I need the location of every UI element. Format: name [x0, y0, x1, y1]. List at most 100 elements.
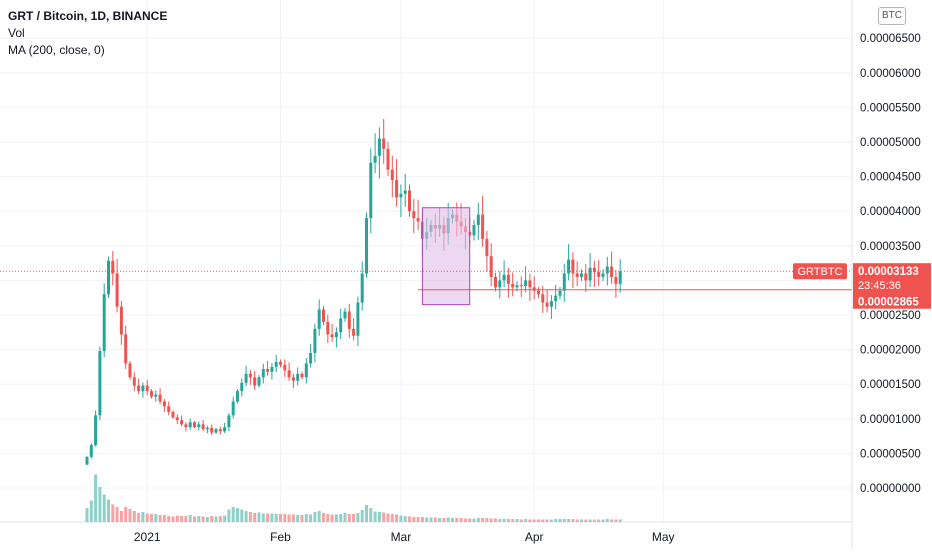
candle-body: [193, 422, 196, 428]
candle-body: [498, 280, 502, 288]
candle-body: [296, 373, 300, 381]
price-tick-label: 0.00003500: [860, 241, 921, 253]
volume-bar: [231, 507, 235, 522]
candle-body: [365, 218, 368, 274]
volume-bar: [253, 513, 257, 522]
volume-bar: [334, 514, 338, 522]
volume-bar: [373, 511, 377, 522]
volume-bar: [291, 514, 295, 522]
volume-bar: [304, 514, 308, 522]
volume-bar: [154, 514, 158, 522]
volume-bar: [463, 518, 467, 522]
volume-bar: [322, 513, 325, 522]
candle-body: [317, 309, 321, 329]
volume-bar: [558, 519, 562, 522]
volume-bar: [111, 504, 115, 522]
price-tick-label: 0.00006000: [860, 68, 921, 80]
volume-bar: [605, 519, 609, 522]
candles: [85, 118, 622, 466]
volume-bar: [124, 507, 128, 522]
volume-bar: [485, 518, 489, 522]
price-axis[interactable]: 0.00000000 0.00000500 0.00001000 0.00001500…: [860, 33, 921, 495]
candle-body: [382, 138, 386, 149]
candle-body: [132, 377, 136, 386]
candle-body: [502, 274, 506, 281]
volume-bar: [274, 514, 278, 522]
candle-body: [571, 259, 575, 274]
candle-body: [532, 287, 536, 291]
volume-bar: [214, 516, 218, 522]
volume-bar: [365, 505, 368, 522]
volume-bar: [382, 512, 386, 522]
volume-bar: [343, 513, 347, 522]
volume-bar: [567, 519, 571, 522]
volume-bar: [408, 516, 411, 522]
volume-bar: [240, 509, 244, 522]
candle-body: [188, 422, 192, 428]
currency-badge[interactable]: BTC: [878, 7, 906, 25]
candle-body: [274, 362, 278, 367]
volume-bar: [223, 515, 227, 522]
candle-body: [545, 302, 549, 307]
candle-body: [373, 155, 377, 163]
volume-bar: [451, 518, 454, 522]
volume-bar: [468, 518, 472, 522]
candle-body: [300, 373, 304, 378]
candle-body: [347, 311, 351, 329]
volume-bar: [425, 517, 429, 522]
volume-bar: [137, 513, 141, 522]
candle-body: [154, 394, 158, 397]
candle-body: [597, 272, 601, 277]
volume-bar: [515, 519, 519, 522]
volume-bar: [601, 519, 605, 522]
volume-bar: [481, 518, 485, 522]
symbol-legend[interactable]: GRT / Bitcoin, 1D, BINANCE: [8, 9, 168, 23]
candle-body: [304, 363, 308, 378]
volume-bar: [205, 517, 209, 522]
candle-body: [266, 368, 270, 372]
time-tick-label: Feb: [270, 530, 291, 544]
candle-body: [270, 366, 274, 372]
volume-bar: [326, 514, 330, 522]
volume-bar: [386, 513, 390, 522]
volume-bar: [119, 511, 123, 522]
candle-body: [575, 273, 579, 277]
volume-legend[interactable]: Vol: [8, 26, 25, 40]
ma-legend[interactable]: MA (200, close, 0): [8, 43, 105, 57]
candle-body: [588, 267, 592, 281]
candle-body: [253, 377, 257, 386]
price-tick-label: 0.00002500: [860, 310, 921, 322]
volume-bar: [433, 517, 437, 522]
volume-bar: [472, 518, 476, 522]
volume-bar: [360, 510, 364, 522]
volume-bar: [193, 516, 196, 522]
volume-bar: [287, 514, 291, 522]
candle-body: [201, 424, 205, 430]
symbol-badge: [793, 263, 847, 280]
volume-bar: [102, 494, 106, 522]
volume-bar: [399, 515, 403, 522]
time-tick-label: 2021: [134, 530, 161, 544]
highlight-rectangle[interactable]: [421, 207, 471, 306]
candle-body: [605, 266, 609, 274]
candle-body: [167, 406, 171, 412]
candle-body: [618, 271, 622, 284]
candle-body: [180, 420, 184, 425]
volume-bar: [580, 519, 583, 522]
candle-body: [334, 332, 338, 338]
chart-legend: GRT / Bitcoin, 1D, BINANCE Vol MA (200, …: [8, 8, 167, 59]
volume-bar: [618, 519, 622, 522]
candle-body: [205, 427, 209, 430]
candle-body: [330, 334, 334, 338]
volume-bar: [390, 514, 394, 522]
time-axis[interactable]: 2021 Feb Mar Apr May: [134, 530, 675, 544]
candle-body: [562, 273, 566, 291]
volume-bar: [554, 519, 558, 522]
volume-bar: [132, 511, 136, 522]
candle-body: [107, 261, 110, 295]
volume-bar: [356, 513, 360, 522]
volume-bar: [145, 513, 149, 522]
volume-bar: [352, 514, 356, 522]
